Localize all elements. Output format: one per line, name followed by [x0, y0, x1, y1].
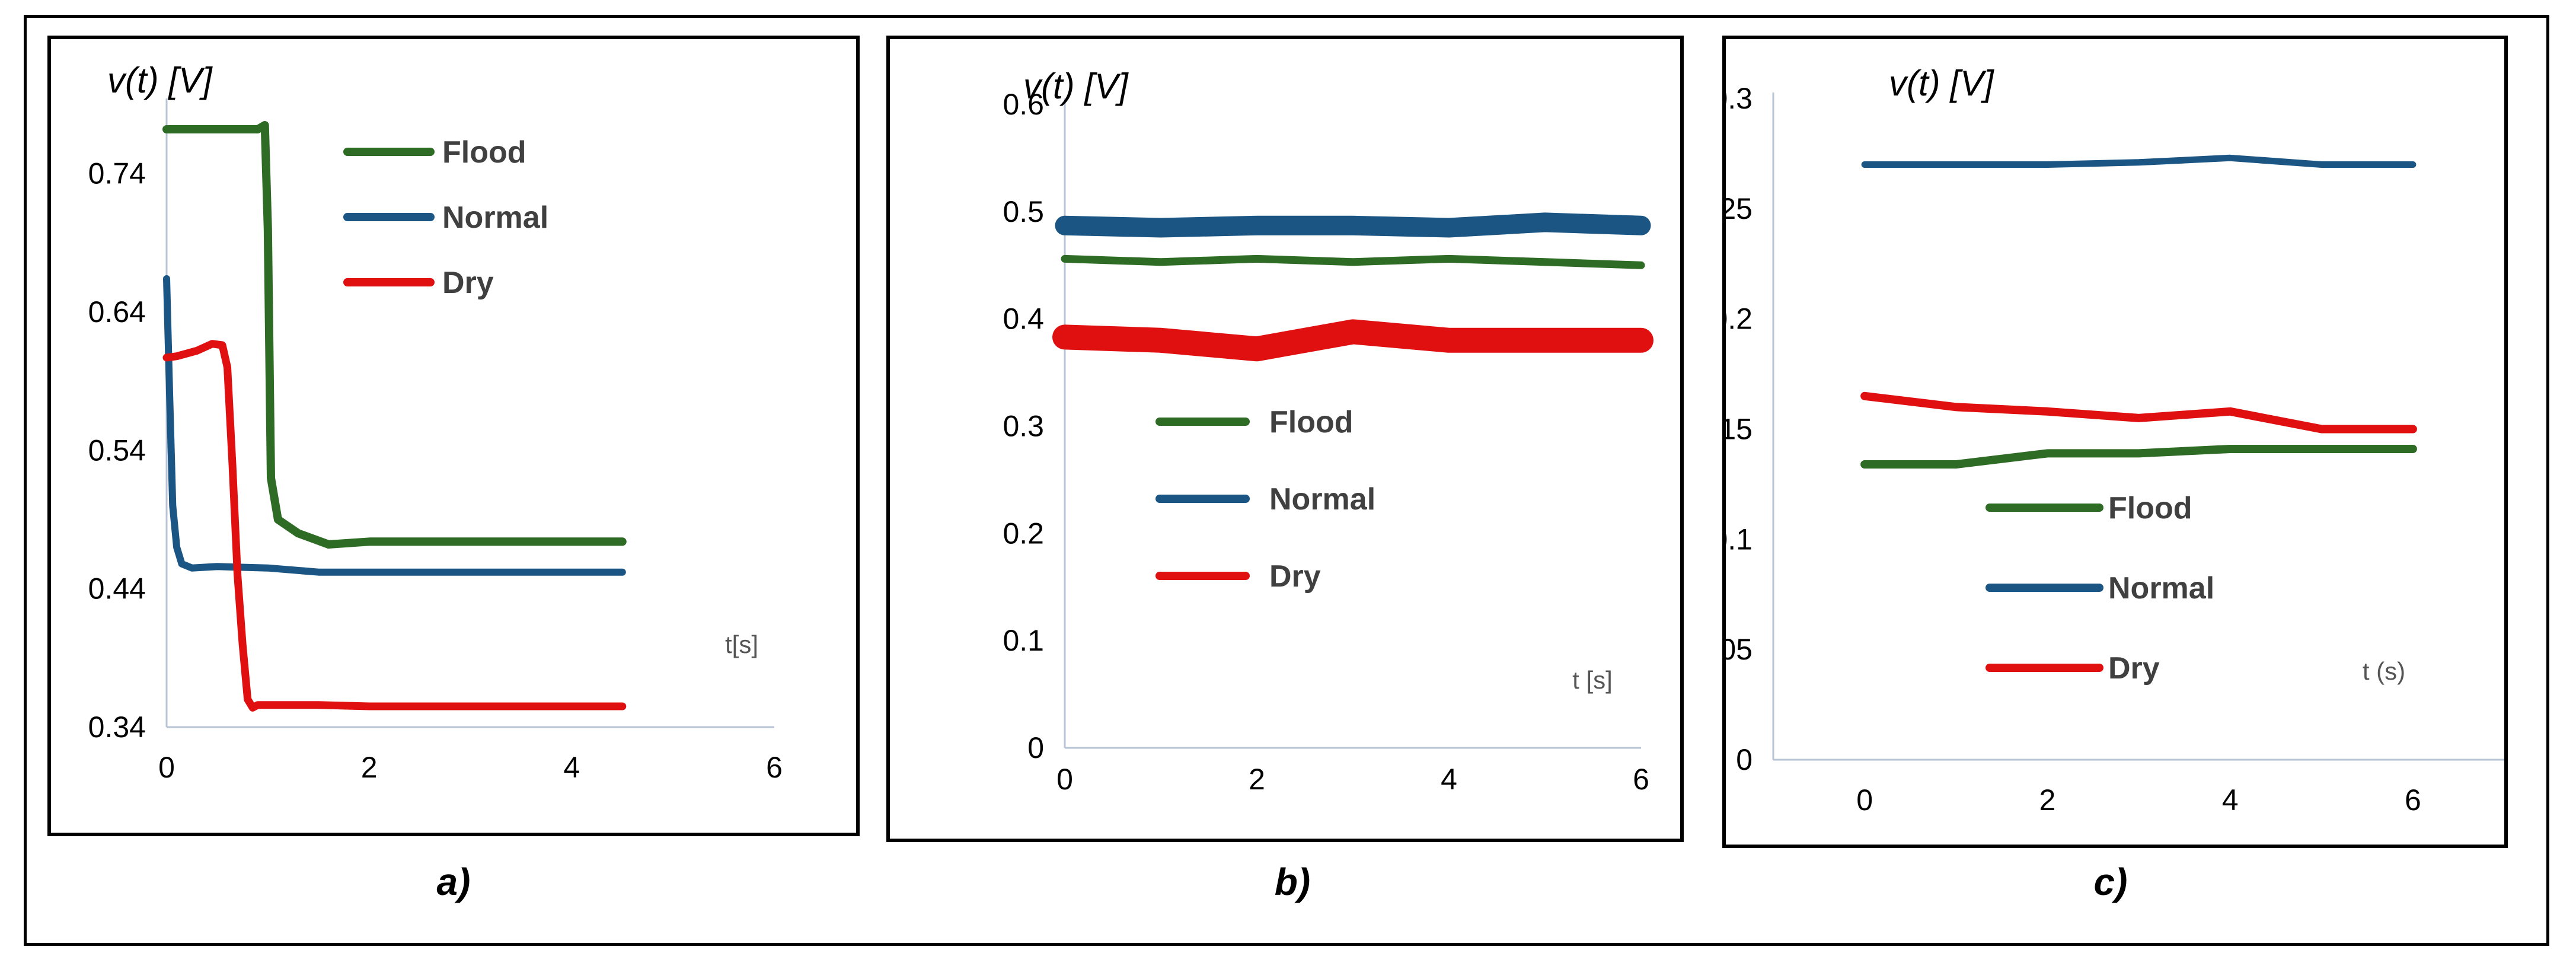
chart-c-y-tick-label: 0.05 — [1726, 633, 1753, 666]
chart-c-legend-label-dry: Dry — [2108, 651, 2160, 686]
chart-c-y-tick-label: 0.3 — [1726, 82, 1753, 115]
chart-c-y-tick-label: 0.15 — [1726, 413, 1753, 446]
chart-b-x-tick-label: 4 — [1441, 763, 1457, 796]
chart-a-series-flood-line — [162, 121, 627, 549]
chart-b-legend-label-flood: Flood — [1269, 405, 1354, 439]
chart-a: 0.34 0.44 0.54 0.64 0.74 0 2 4 6 v(t) [V] t[s] Floo… — [88, 60, 783, 784]
chart-b-series-normal-line — [1055, 212, 1651, 238]
chart-b-legend-label-dry: Dry — [1269, 559, 1321, 594]
chart-a-x-tick-label: 6 — [766, 751, 783, 784]
chart-c-x-tick-label: 0 — [1856, 783, 1873, 817]
chart-c-legend-label-normal: Normal — [2108, 571, 2214, 606]
chart-b-y-axis-label: v(t) [V] — [1023, 66, 1129, 106]
chart-a-x-tick-label: 0 — [158, 751, 175, 784]
caption-a: a) — [436, 861, 471, 903]
chart-c-legend-label-flood: Flood — [2108, 491, 2192, 525]
caption-b: b) — [1274, 861, 1311, 903]
panel-a: 0.34 0.44 0.54 0.64 0.74 0 2 4 6 v(t) [V] t[s] Floo… — [47, 36, 860, 836]
chart-c-y-tick-label: 0.2 — [1726, 302, 1753, 336]
chart-a-y-tick-label: 0.34 — [88, 710, 146, 744]
chart-c-series-dry-line — [1860, 391, 2417, 434]
chart-a-y-axis-label: v(t) [V] — [107, 60, 213, 100]
chart-a-legend-label-normal: Normal — [442, 200, 548, 235]
panel-c: 0 0.05 0.1 0.15 0.2 0.25 0.3 0 2 4 6 v(t) [V] t (s) F… — [1722, 36, 2508, 848]
chart-c-x-axis-label: t (s) — [2363, 657, 2405, 685]
chart-b-y-tick-label: 0.4 — [1003, 302, 1044, 336]
figure-frame — [24, 15, 2549, 946]
chart-a-x-axis-label: t[s] — [725, 630, 758, 658]
chart-a-legend-label-dry: Dry — [442, 266, 494, 300]
chart-a-series-dry-line — [162, 340, 627, 712]
chart-c-series-normal-line — [1861, 154, 2417, 168]
chart-b-legend-label-normal: Normal — [1269, 482, 1375, 517]
chart-a-y-tick-label: 0.74 — [88, 157, 146, 190]
chart-a-legend-label-flood: Flood — [442, 135, 526, 170]
chart-b-y-tick-label: 0.1 — [1003, 624, 1044, 657]
caption-c: c) — [2093, 861, 2128, 903]
chart-b-x-tick-label: 6 — [1633, 763, 1649, 796]
chart-a-y-tick-label: 0.54 — [88, 434, 146, 467]
chart-b-y-tick-label: 0.3 — [1003, 410, 1044, 443]
chart-c-y-axis-label: v(t) [V] — [1889, 63, 1994, 103]
chart-c-series-flood-line — [1860, 445, 2417, 469]
chart-b-x-tick-label: 2 — [1249, 763, 1265, 796]
chart-b-y-tick-label: 0.6 — [1003, 88, 1044, 121]
chart-b-x-axis-label: t [s] — [1572, 666, 1613, 694]
chart-b-x-tick-label: 0 — [1056, 763, 1073, 796]
chart-a-y-tick-label: 0.64 — [88, 295, 146, 329]
chart-c-y-tick-label: 0.25 — [1726, 192, 1753, 225]
chart-c-y-tick-label: 0.1 — [1726, 522, 1753, 556]
chart-b-series-flood-line — [1061, 254, 1645, 269]
chart-a-y-tick-label: 0.44 — [88, 572, 146, 606]
chart-a-x-tick-label: 2 — [361, 751, 378, 784]
chart-b: 0 0.1 0.2 0.3 0.4 0.5 0.6 0 2 4 6 v(t) [V] t [s] Floo… — [1003, 66, 1654, 796]
chart-c-x-tick-label: 6 — [2405, 783, 2421, 817]
chart-c-y-tick-label: 0 — [1736, 743, 1753, 776]
chart-b-y-tick-label: 0.5 — [1003, 195, 1044, 228]
chart-a-x-tick-label: 4 — [563, 751, 580, 784]
panel-b: 0 0.1 0.2 0.3 0.4 0.5 0.6 0 2 4 6 v(t) [V] t [s] Floo… — [886, 36, 1684, 842]
chart-b-y-tick-label: 0.2 — [1003, 517, 1044, 550]
chart-b-series-dry-line — [1052, 319, 1654, 362]
chart-b-y-tick-label: 0 — [1027, 731, 1044, 764]
chart-c: 0 0.05 0.1 0.15 0.2 0.25 0.3 0 2 4 6 v(t) [V] t (s) F… — [1726, 63, 2504, 817]
chart-c-x-tick-label: 4 — [2222, 783, 2239, 817]
chart-c-x-tick-label: 2 — [2039, 783, 2055, 817]
chart-a-series-normal-line — [163, 275, 626, 576]
